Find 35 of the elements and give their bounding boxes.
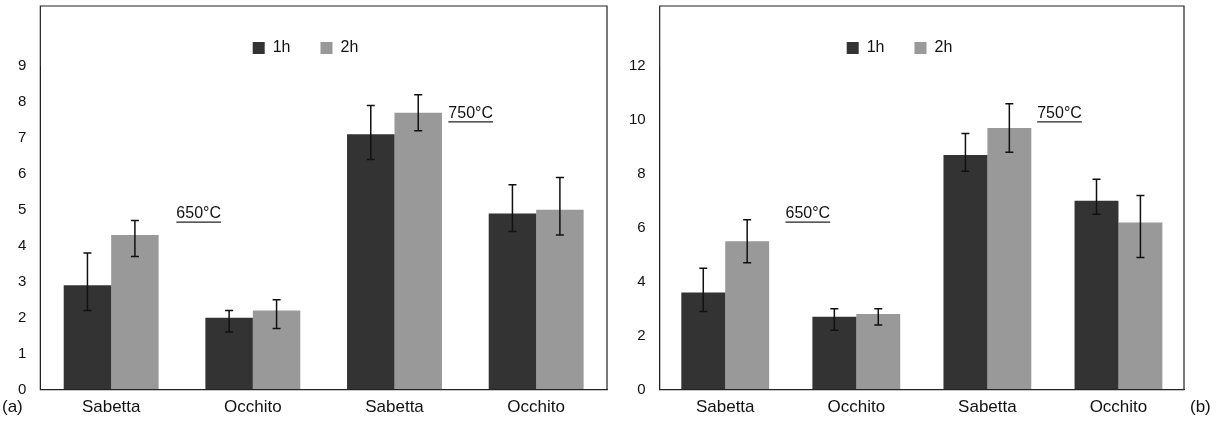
legend-label: 2h [340, 38, 359, 56]
x-tick-label: Sabetta [365, 397, 425, 417]
x-tick-label: Sabetta [81, 397, 142, 417]
annotation: 750°C [448, 103, 493, 121]
x-tick-label: Occhito [827, 397, 886, 417]
x-tick-label: Occhito [507, 397, 565, 417]
x-tick-label: Occhito [224, 397, 282, 417]
y-tick-label: 2 [18, 307, 27, 325]
y-tick-label: 4 [18, 235, 27, 253]
y-tick-label: 2 [637, 325, 646, 343]
x-tick-label: Sabetta [695, 397, 756, 417]
y-tick-label: 0 [18, 379, 27, 397]
y-tick-label: 7 [18, 128, 27, 146]
y-tick-label: 3 [18, 271, 27, 289]
y-tick-label: 9 [18, 56, 27, 74]
x-tick-label: Sabetta [958, 397, 1018, 417]
y-tick-label: 6 [18, 164, 27, 182]
y-tick-label: 0 [637, 379, 646, 397]
annotation: 650°C [785, 204, 831, 222]
y-tick-label: 12 [629, 56, 646, 74]
y-tick-label: 6 [637, 217, 646, 235]
annotation: 750°C [1037, 103, 1082, 121]
text: (b) [1190, 396, 1211, 416]
legend-label: 1h [866, 38, 885, 56]
y-tick-label: 1 [18, 343, 27, 361]
x-tick-label: Occhito [1089, 397, 1148, 417]
y-tick-label: 8 [637, 164, 646, 182]
y-tick-label: 5 [18, 199, 27, 217]
y-tick-label: 4 [637, 271, 646, 289]
y-tick-label: 10 [629, 110, 646, 128]
legend-label: 2h [934, 38, 953, 56]
text: (a) [2, 396, 23, 416]
y-tick-label: 8 [18, 92, 27, 110]
annotation: 650°C [176, 204, 221, 222]
legend-label: 1h [272, 38, 291, 56]
